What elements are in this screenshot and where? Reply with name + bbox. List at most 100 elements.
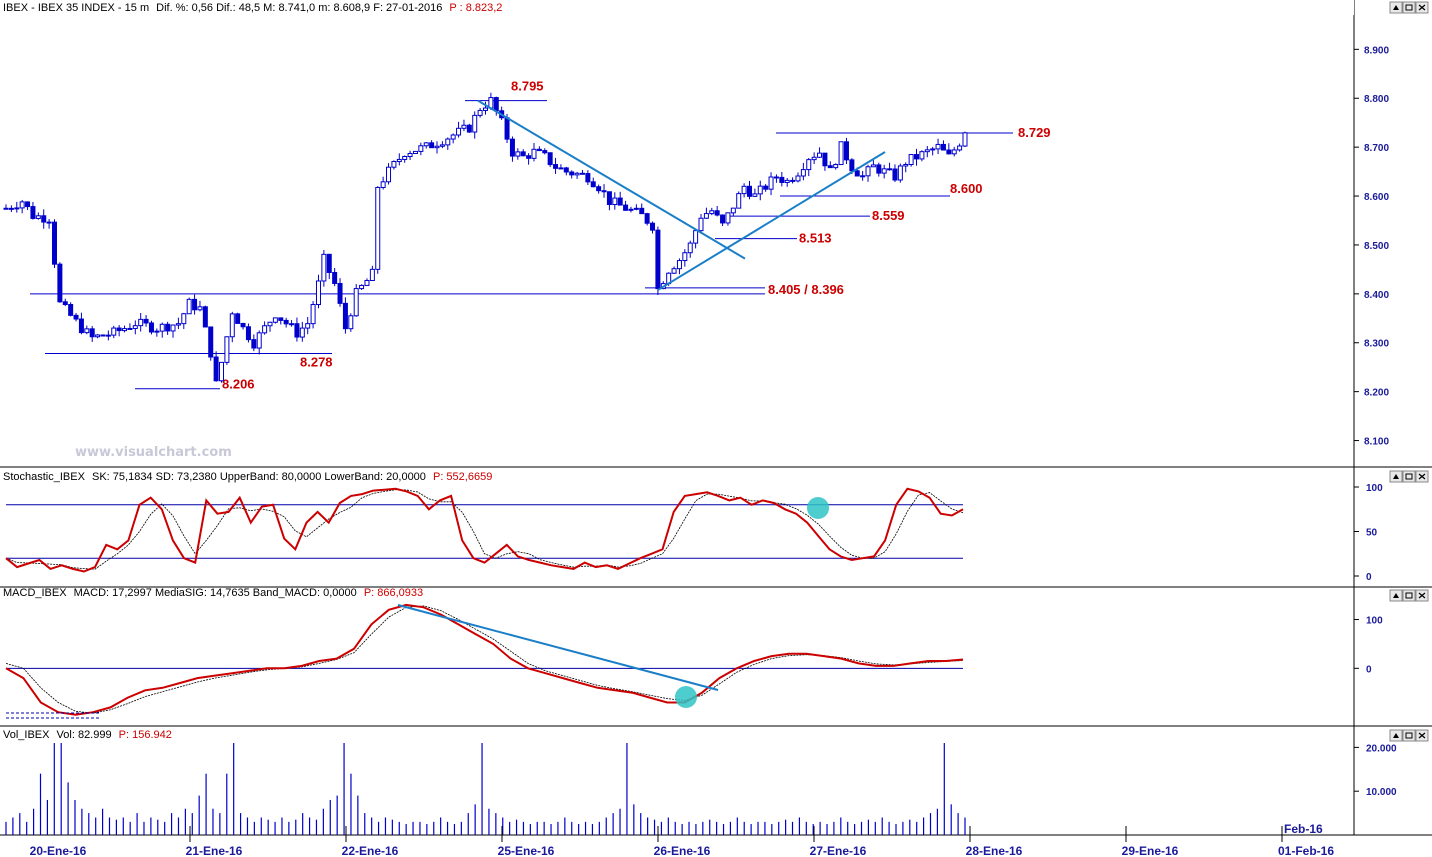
scroll-up-icon[interactable] (1389, 729, 1403, 742)
candle (143, 314, 149, 327)
level-label: 8.405 / 8.396 (768, 282, 844, 297)
price-header-stats: Dif. %: 0,56 Dif.: 48,5 M: 8.741,0 m: 8.… (156, 2, 442, 14)
candle (962, 131, 968, 148)
minimize-icon[interactable] (1402, 589, 1416, 602)
date-axis: 20-Ene-16 21-Ene-16 22-Ene-16 25-Ene-16 26-E… (30, 822, 1335, 857)
candle-body-up (612, 197, 618, 206)
macd-header-p: P: 866,0933 (364, 587, 423, 599)
candle (186, 297, 192, 315)
minimize-icon[interactable] (1402, 729, 1416, 742)
level-label: 8.600 (950, 181, 983, 196)
candle-body-down (644, 213, 650, 224)
close-icon[interactable] (1415, 729, 1429, 742)
candle (903, 162, 909, 173)
candle (380, 176, 386, 190)
candle (822, 152, 828, 171)
candle (138, 313, 144, 332)
candle (19, 199, 25, 214)
highlight-circle (807, 497, 829, 519)
candle-body-down (278, 317, 284, 321)
candle (78, 312, 84, 335)
candle-body-down (41, 215, 47, 223)
candle-body-down (536, 148, 542, 152)
candle (202, 305, 208, 328)
candle (536, 146, 542, 152)
candle-body-down (892, 168, 898, 181)
candle (197, 300, 203, 312)
macd-pane: 100 0 (5, 603, 1383, 719)
minimize-icon[interactable] (1402, 1, 1416, 14)
close-icon[interactable] (1415, 589, 1429, 602)
close-icon[interactable] (1415, 1, 1429, 14)
candle-body-down (601, 190, 607, 193)
candle-body-up (262, 325, 268, 334)
candle-body-up (930, 148, 936, 151)
close-glyph (1418, 473, 1426, 480)
candle (817, 147, 823, 158)
candle-body-up (957, 145, 963, 151)
candle-body-up (477, 109, 483, 116)
candle-body-down (192, 298, 198, 311)
candle (633, 204, 639, 211)
candle (946, 143, 952, 155)
scroll-glyph (1393, 593, 1399, 598)
candle-body-up (186, 298, 192, 315)
candle (105, 330, 111, 341)
candle (278, 317, 284, 325)
candle-body-up (795, 175, 801, 182)
candle (429, 140, 435, 149)
candle (914, 148, 920, 166)
candle-body-down (57, 263, 63, 303)
candle-body-up (908, 154, 914, 166)
scroll-up-icon[interactable] (1389, 1, 1403, 14)
candle-body-down (585, 173, 591, 183)
candle (289, 320, 295, 327)
candle (596, 184, 602, 194)
minimize-icon[interactable] (1402, 470, 1416, 483)
candle-body-up (757, 185, 763, 195)
price-tick-label: 8.400 (1364, 290, 1389, 301)
candle-body-down (51, 221, 57, 265)
candle-body-up (919, 151, 925, 160)
candle (860, 170, 866, 181)
candle-body-up (423, 142, 429, 147)
candle-body-up (219, 361, 225, 382)
candle-body-up (698, 217, 704, 232)
candle (208, 326, 214, 361)
candle-body-down (914, 154, 920, 160)
candle (725, 212, 731, 226)
candle-body-down (773, 176, 779, 179)
candle (569, 170, 575, 179)
candle-body-down (46, 221, 52, 224)
candle (73, 312, 79, 322)
close-icon[interactable] (1415, 470, 1429, 483)
candle-body-down (827, 165, 833, 169)
candle (423, 142, 429, 149)
candle (321, 249, 327, 287)
minimize-glyph (1405, 4, 1413, 11)
candle-body-up (450, 134, 456, 140)
candle (585, 170, 591, 186)
candle-body-up (224, 336, 230, 363)
candle (714, 206, 720, 217)
candle (671, 266, 677, 274)
candle (741, 183, 747, 198)
candle (267, 321, 273, 332)
candle (154, 328, 160, 337)
candle-body-up (181, 313, 187, 325)
candle (763, 184, 769, 192)
trend-line (477, 99, 746, 260)
candle (477, 108, 483, 118)
right-axis (1354, 0, 1432, 857)
price-tick-label: 8.200 (1364, 388, 1389, 399)
candle-body-up (95, 334, 101, 338)
candle (730, 207, 736, 216)
scroll-up-icon[interactable] (1389, 470, 1403, 483)
candle-body-down (208, 326, 214, 358)
price-tick-label: 8.900 (1364, 45, 1389, 56)
candle-body-down (213, 356, 219, 382)
candle (35, 212, 41, 220)
candle-body-down (542, 150, 548, 154)
scroll-up-icon[interactable] (1389, 589, 1403, 602)
macd-trend-line (397, 604, 719, 691)
